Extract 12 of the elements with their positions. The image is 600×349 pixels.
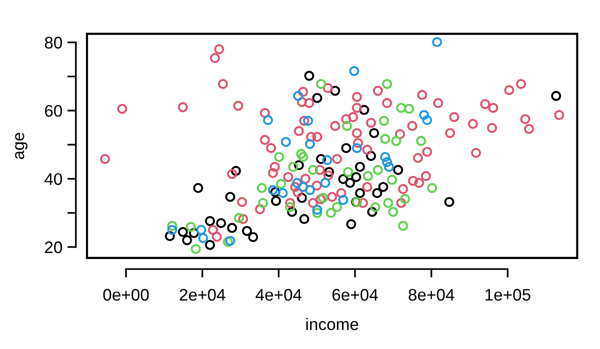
x-tick-label: 2e+04 [180, 288, 226, 301]
x-axis-title: income [306, 318, 358, 330]
y-tick-label: 60 [45, 104, 62, 117]
y-tick-label: 80 [44, 36, 62, 49]
x-tick-label: 6e+04 [332, 288, 378, 301]
x-tick-label: 8e+04 [408, 288, 454, 301]
x-tick-label: 0e+00 [103, 288, 149, 301]
x-tick-label: 4e+04 [256, 288, 302, 301]
y-axis-title: age [15, 132, 28, 160]
y-tick-label: 20 [44, 241, 62, 254]
x-tick-label: 1e+05 [486, 288, 530, 301]
y-tick-label: 40 [44, 173, 62, 185]
